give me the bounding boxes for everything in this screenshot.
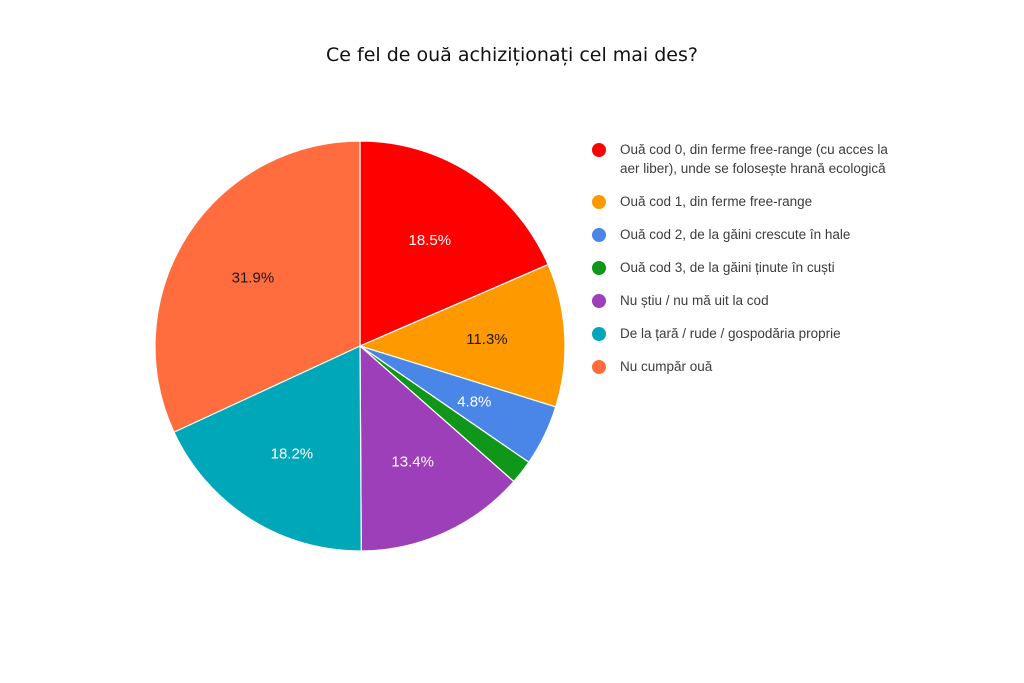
legend-label-6: Nu cumpăr ouă [620, 359, 713, 374]
legend-item-1: Ouă cod 1, din ferme free-range [592, 192, 892, 211]
legend-label-1: Ouă cod 1, din ferme free-range [620, 194, 813, 209]
pie-slice-1 [358, 263, 566, 408]
legend-item-6: Nu cumpăr ouă [592, 357, 892, 376]
slice-label-4: 13.4% [391, 454, 434, 471]
legend-swatch-1 [592, 195, 606, 209]
slice-label-2: 4.8% [457, 394, 491, 411]
legend-swatch-4 [592, 294, 606, 308]
pie-slice-5 [173, 345, 362, 552]
legend-item-3: Ouă cod 3, de la găini ținute în cuști [592, 258, 892, 277]
slice-label-1: 11.3% [466, 331, 507, 348]
legend-label-3: Ouă cod 3, de la găini ținute în cuști [620, 260, 835, 275]
legend: Ouă cod 0, din ferme free-range (cu acce… [592, 140, 892, 390]
legend-swatch-0 [592, 143, 606, 157]
legend-swatch-5 [592, 327, 606, 341]
legend-swatch-3 [592, 261, 606, 275]
slice-label-0: 18.5% [409, 232, 452, 249]
slice-label-5: 18.2% [271, 445, 314, 462]
legend-item-4: Nu știu / nu mă uit la cod [592, 291, 892, 310]
legend-swatch-2 [592, 228, 606, 242]
legend-item-0: Ouă cod 0, din ferme free-range (cu acce… [592, 140, 892, 178]
slice-label-6: 31.9% [232, 270, 275, 287]
legend-swatch-6 [592, 360, 606, 374]
legend-label-5: De la țară / rude / gospodăria proprie [620, 326, 841, 341]
legend-item-5: De la țară / rude / gospodăria proprie [592, 324, 892, 343]
legend-item-2: Ouă cod 2, de la găini crescute în hale [592, 225, 892, 244]
pie-slice-4 [359, 344, 515, 552]
legend-label-0: Ouă cod 0, din ferme free-range (cu acce… [620, 142, 888, 176]
legend-label-2: Ouă cod 2, de la găini crescute în hale [620, 227, 851, 242]
pie-slice-0 [359, 140, 549, 347]
pie-slice-6 [154, 140, 361, 433]
legend-label-4: Nu știu / nu mă uit la cod [620, 293, 769, 308]
chart-title: Ce fel de ouă achiziționați cel mai des? [326, 44, 698, 66]
